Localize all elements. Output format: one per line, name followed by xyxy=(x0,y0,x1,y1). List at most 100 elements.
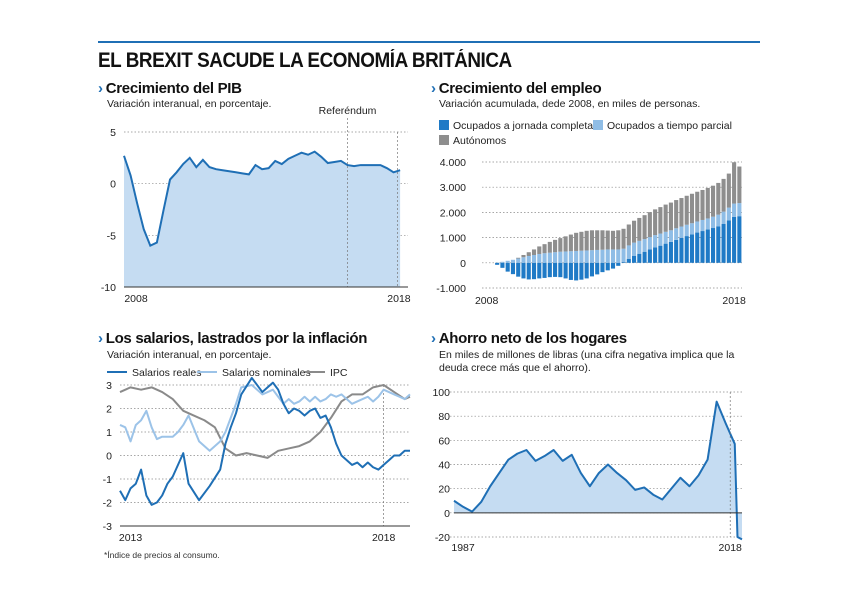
legend-label: Autónomos xyxy=(453,135,507,147)
full-time-bar xyxy=(510,262,516,275)
self-employed-bar xyxy=(605,230,610,250)
y-tick-label: 80 xyxy=(438,411,450,423)
y-tick-label: 2.000 xyxy=(440,207,466,219)
full-time-bar xyxy=(710,228,716,263)
cpi-line xyxy=(119,384,411,459)
part-time-bar xyxy=(568,251,573,263)
full-time-bar xyxy=(584,262,589,279)
full-time-bar xyxy=(516,262,521,277)
nominal-wages-line xyxy=(119,384,411,452)
part-time-bar xyxy=(710,216,716,229)
self-employed-bar xyxy=(531,249,537,255)
legend-label: Ocupados a jornada completa xyxy=(453,120,594,132)
employment-title-text: Crecimiento del empleo xyxy=(438,80,602,97)
part-time-bar xyxy=(684,224,689,237)
gdp-panel-title: › Crecimiento del PIB xyxy=(98,80,242,97)
part-time-bar xyxy=(721,211,726,224)
legend-swatch xyxy=(593,120,603,130)
part-time-bar xyxy=(584,250,589,263)
part-time-bar xyxy=(668,230,673,242)
part-time-bar xyxy=(553,252,558,263)
wages-chart: 3 2 1 0 -1 -2 -3 2013 2018 xyxy=(103,376,411,544)
full-time-bar xyxy=(595,262,600,275)
y-tick-label: -20 xyxy=(435,532,450,544)
x-tick-label: 2018 xyxy=(719,542,743,554)
self-employed-bar xyxy=(595,230,600,250)
employment-subtitle: Variación acumulada, dede 2008, en miles… xyxy=(439,98,701,110)
full-time-bar xyxy=(558,262,563,278)
y-tick-label: 1.000 xyxy=(440,233,466,245)
legend-line xyxy=(107,371,127,373)
part-time-bar xyxy=(695,221,700,233)
part-time-bar xyxy=(531,254,537,263)
part-time-bar xyxy=(716,214,721,227)
self-employed-bar xyxy=(626,224,631,246)
part-time-bar xyxy=(526,255,531,263)
chevron-right-icon: › xyxy=(431,80,436,97)
part-time-bar xyxy=(679,226,684,238)
chevron-right-icon: › xyxy=(98,80,103,97)
part-time-bar xyxy=(574,250,579,263)
legend-label: Salarios reales xyxy=(132,367,202,379)
self-employed-bar xyxy=(589,230,594,251)
self-employed-bar xyxy=(726,173,731,208)
full-time-bar xyxy=(621,262,626,263)
part-time-bar xyxy=(589,250,594,263)
y-tick-label: 40 xyxy=(438,460,450,472)
x-tick-label: 2013 xyxy=(119,532,143,544)
y-tick-label: -1.000 xyxy=(436,283,466,295)
full-time-bar xyxy=(705,229,710,263)
self-employed-bar xyxy=(732,162,737,204)
gdp-title-text: Crecimiento del PIB xyxy=(105,80,242,97)
legend-real-wages: Salarios reales xyxy=(107,367,201,379)
self-employed-bar xyxy=(537,246,542,254)
full-time-bar xyxy=(589,262,594,277)
legend-swatch xyxy=(439,120,449,130)
gdp-area xyxy=(124,151,401,287)
part-time-bar xyxy=(689,223,695,235)
full-time-bar xyxy=(647,249,652,263)
part-time-bar xyxy=(726,207,731,221)
y-tick-label: 0 xyxy=(444,508,450,520)
cpi-footnote: *Índice de precios al consumo. xyxy=(104,550,220,560)
full-time-bar xyxy=(642,251,647,263)
legend-cpi: IPC xyxy=(305,367,348,379)
self-employed-bar xyxy=(547,241,552,253)
part-time-bar xyxy=(663,231,668,244)
self-employed-bar xyxy=(647,212,652,238)
self-employed-bar xyxy=(610,230,616,250)
self-employed-bar xyxy=(700,189,705,220)
employment-chart: 4.000 3.000 2.000 1.000 0 -1.000 2008 2018 xyxy=(436,157,746,307)
self-employed-bar xyxy=(674,200,679,229)
self-employed-bar xyxy=(632,220,637,243)
part-time-bar xyxy=(547,252,552,263)
self-employed-bar xyxy=(553,239,558,253)
gdp-subtitle: Variación interanual, en porcentaje. xyxy=(107,98,272,110)
full-time-bar xyxy=(732,216,737,263)
part-time-bar xyxy=(647,237,652,250)
savings-panel-title: › Ahorro neto de los hogares xyxy=(431,330,627,347)
y-tick-label: 0 xyxy=(106,451,112,463)
self-employed-bar xyxy=(695,191,700,222)
full-time-bar xyxy=(674,239,679,263)
legend-label: Ocupados a tiempo parcial xyxy=(607,120,732,132)
part-time-bar xyxy=(558,251,563,263)
chevron-right-icon: › xyxy=(98,330,103,347)
part-time-bar xyxy=(510,259,516,263)
wages-panel-title: › Los salarios, lastrados por la inflació… xyxy=(98,330,367,347)
part-time-bar xyxy=(658,233,663,246)
legend-swatch xyxy=(439,135,449,145)
full-time-bar xyxy=(626,258,631,263)
full-time-bar xyxy=(531,262,537,280)
full-time-bar xyxy=(574,262,579,281)
full-time-bar xyxy=(737,216,742,263)
savings-area xyxy=(454,401,742,540)
x-tick-label: 1987 xyxy=(451,542,475,554)
full-time-bar xyxy=(605,262,610,271)
part-time-bar xyxy=(632,242,637,256)
y-tick-label: -2 xyxy=(103,498,112,510)
x-tick-label: 2018 xyxy=(372,532,396,544)
full-time-bar xyxy=(700,231,705,263)
full-time-bar xyxy=(568,262,573,280)
self-employed-bar xyxy=(616,230,621,250)
